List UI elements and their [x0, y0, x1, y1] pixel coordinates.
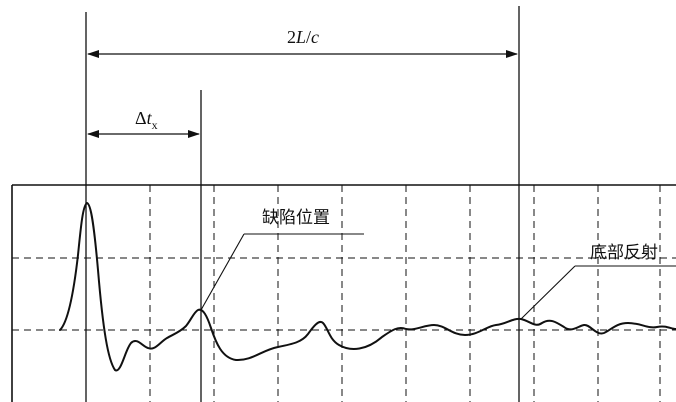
- velocity-waveform: [59, 202, 676, 372]
- horizontal-grid: [12, 257, 676, 331]
- label-delta-tx: Δtx: [135, 108, 158, 132]
- label-defect-position: 缺陷位置: [262, 208, 330, 228]
- defect-leader-line: [200, 233, 245, 311]
- vertical-grid: [149, 185, 661, 402]
- bottom-leader-line: [520, 265, 576, 320]
- label-2l-over-c: 2L/c: [287, 27, 319, 47]
- label-bottom-reflection: 底部反射: [590, 243, 658, 263]
